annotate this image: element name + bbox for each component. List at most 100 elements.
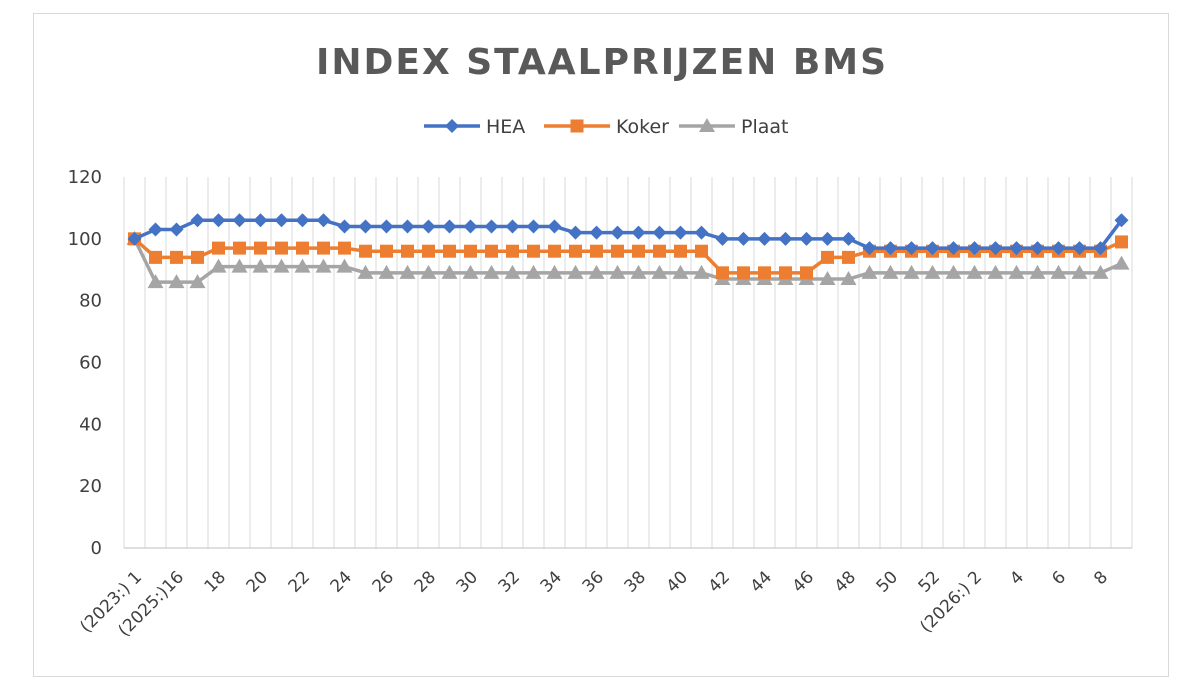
- series-group: [126, 213, 1130, 289]
- plaat-point: [168, 274, 185, 289]
- hea-point: [442, 219, 457, 234]
- plaat-point: [1008, 264, 1025, 279]
- x-tick-label: 26: [369, 567, 398, 596]
- plaat-point: [357, 264, 374, 279]
- legend-item-hea: HEA: [424, 116, 525, 138]
- koker-point: [569, 244, 582, 258]
- koker-point: [527, 244, 540, 258]
- plaat-point: [378, 264, 395, 279]
- koker-point: [338, 241, 351, 255]
- plaat-point: [567, 264, 584, 279]
- plaat-point: [336, 258, 353, 273]
- plaat-point: [840, 271, 857, 286]
- plaat-point: [525, 264, 542, 279]
- x-tick-label: 38: [621, 567, 650, 596]
- hea-point: [736, 231, 751, 246]
- plaat-point: [483, 264, 500, 279]
- x-tick-label: 6: [1048, 567, 1070, 589]
- y-tick-label: 40: [79, 414, 102, 435]
- hea-point: [445, 119, 459, 133]
- hea-point: [358, 219, 373, 234]
- hea-point: [484, 219, 499, 234]
- series-plaat: [126, 230, 1130, 289]
- hea-point: [988, 241, 1003, 256]
- plaat-point: [462, 264, 479, 279]
- koker-point: [380, 244, 393, 258]
- koker-point: [842, 250, 855, 264]
- hea-point: [904, 241, 919, 256]
- hea-point: [1051, 241, 1066, 256]
- hea-point: [568, 225, 583, 240]
- koker-point: [737, 266, 750, 280]
- hea-point: [400, 219, 415, 234]
- hea-point: [610, 225, 625, 240]
- legend-label: Plaat: [741, 116, 788, 138]
- hea-point: [421, 219, 436, 234]
- plaat-point: [1029, 264, 1046, 279]
- y-tick-label: 80: [79, 291, 102, 312]
- plaat-point: [693, 264, 710, 279]
- hea-point: [463, 219, 478, 234]
- koker-point: [275, 241, 288, 255]
- x-tick-label: 36: [579, 567, 608, 596]
- plaat-point: [861, 264, 878, 279]
- hea-point: [946, 241, 961, 256]
- hea-point: [820, 231, 835, 246]
- legend: HEA Koker Plaat: [424, 116, 788, 138]
- koker-point: [758, 266, 771, 280]
- plaat-point: [273, 258, 290, 273]
- plaat-point: [651, 264, 668, 279]
- plaat-point: [1113, 255, 1130, 270]
- koker-point: [779, 266, 792, 280]
- x-tick-label: 24: [327, 567, 356, 596]
- hea-point: [652, 225, 667, 240]
- hea-point: [631, 225, 646, 240]
- plaat-point: [210, 258, 227, 273]
- koker-point: [464, 244, 477, 258]
- plaat-point: [987, 264, 1004, 279]
- koker-point: [485, 244, 498, 258]
- x-axis: (2023:) 1(2025:)16 18 20 22 24 26 28 30 32 34 36 38…: [76, 567, 1112, 640]
- hea-point: [232, 213, 247, 228]
- legend-label: Koker: [616, 116, 669, 138]
- hea-point: [127, 231, 142, 246]
- legend-label: HEA: [486, 116, 525, 138]
- series-koker: [128, 232, 1128, 280]
- plaat-point: [699, 118, 715, 132]
- hea-point: [316, 213, 331, 228]
- x-tick-label: 28: [411, 567, 440, 596]
- plaat-point: [1092, 264, 1109, 279]
- koker-point: [359, 244, 372, 258]
- koker-point: [800, 266, 813, 280]
- koker-point: [149, 250, 162, 264]
- koker-point: [422, 244, 435, 258]
- hea-point: [841, 231, 856, 246]
- koker-point: [254, 241, 267, 255]
- hea-point: [379, 219, 394, 234]
- hea-point: [778, 231, 793, 246]
- x-tick-label: 8: [1090, 567, 1112, 589]
- koker-point: [695, 244, 708, 258]
- x-tick-label: 18: [201, 567, 230, 596]
- legend-item-plaat: Plaat: [679, 116, 788, 138]
- x-tick-label: 20: [243, 567, 272, 596]
- koker-point: [443, 244, 456, 258]
- hea-point: [925, 241, 940, 256]
- koker-point: [170, 250, 183, 264]
- plaat-point: [504, 264, 521, 279]
- x-tick-label: 32: [495, 567, 524, 596]
- plaat-point: [819, 271, 836, 286]
- hea-point: [337, 219, 352, 234]
- koker-point: [233, 241, 246, 255]
- plaat-point: [672, 264, 689, 279]
- koker-point: [590, 244, 603, 258]
- hea-point: [1072, 241, 1087, 256]
- hea-point: [673, 225, 688, 240]
- legend-item-koker: Koker: [544, 116, 669, 138]
- line-chart: INDEX STAALPRIJZEN BMS HEA Koker Plaat 0 20…: [68, 42, 1133, 641]
- hea-point: [169, 222, 184, 237]
- plaat-point: [630, 264, 647, 279]
- x-tick-label: 46: [789, 567, 818, 596]
- y-tick-label: 120: [68, 167, 102, 188]
- koker-point: [296, 241, 309, 255]
